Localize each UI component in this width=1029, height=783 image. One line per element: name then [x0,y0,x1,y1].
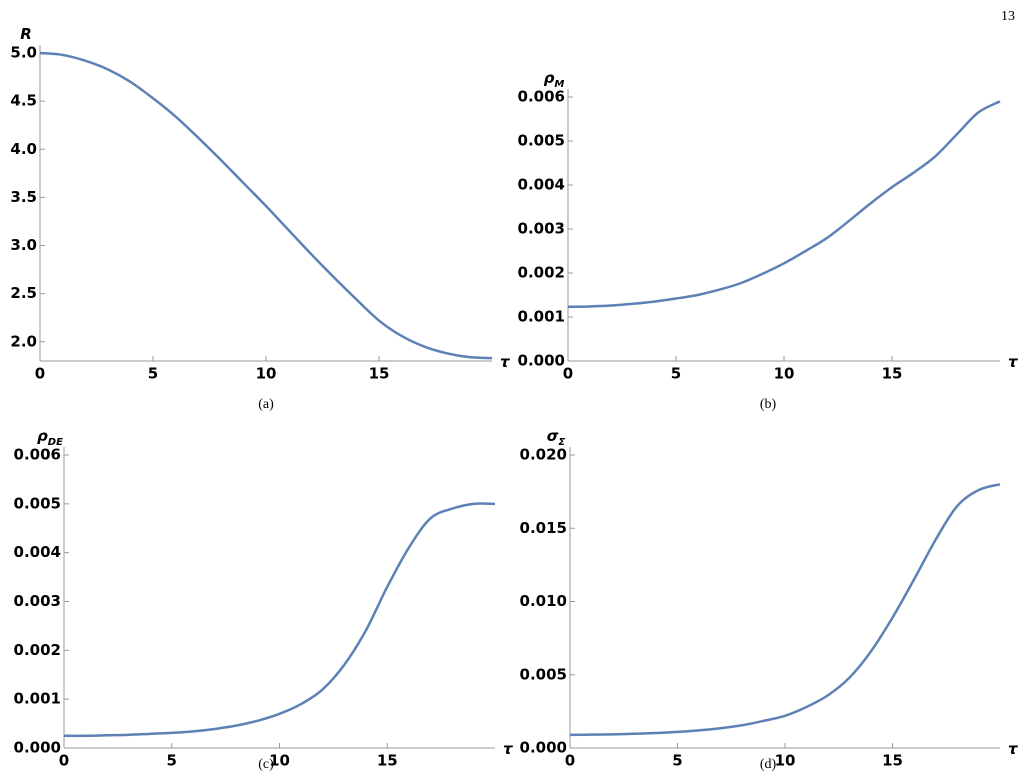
x-axis-label: τ [500,353,510,371]
y-tick-label: 0.004 [14,543,61,561]
y-tick-label: 0.001 [518,308,565,326]
x-tick-label: 0 [563,365,573,383]
x-tick-label: 10 [774,365,795,383]
y-tick-label: 0.002 [14,641,61,659]
y-tick-label: 0.015 [520,519,567,537]
data-line [39,51,493,360]
y-tick-label: 0.005 [518,132,565,150]
y-axis-label: R [20,25,32,43]
y-tick-label: 3.0 [10,236,37,254]
y-label-main: ρ [37,427,48,445]
page-number: 13 [1001,9,1015,24]
x-tick-label: 10 [269,752,290,770]
x-axis-label: τ [503,740,513,758]
y-tick-label: 0.006 [14,446,61,464]
data-line [567,100,1001,309]
x-axis-label: τ [1008,353,1018,371]
x-tick-label: 5 [671,365,681,383]
caption: (a) [258,397,274,412]
y-tick-label: 0.006 [518,88,565,106]
caption: (d) [760,757,777,772]
y-tick-label: 3.5 [10,188,37,206]
y-label-main: σ [547,427,559,445]
y-tick-label: 2.0 [10,332,37,350]
x-tick-label: 10 [775,752,796,770]
y-label-sub: Σ [558,437,565,448]
data-line [63,502,496,738]
y-tick-label: 0.003 [518,220,565,238]
y-tick-label: 0.000 [518,352,565,370]
y-tick-label: 0.010 [520,592,567,610]
x-tick-label: 15 [369,365,390,383]
x-axis-label: τ [1008,740,1018,758]
y-axis-label: ρDE [37,427,63,448]
y-label-main: ρ [544,69,555,87]
y-tick-label: 0.004 [518,176,565,194]
x-tick-label: 15 [882,752,903,770]
y-label-sub: DE [48,437,63,448]
data-line [569,483,1001,737]
y-label-sub: M [554,79,564,90]
y-label-main: R [20,25,32,43]
caption: (b) [760,397,777,412]
y-tick-label: 2.5 [10,284,37,302]
y-tick-label: 0.001 [14,690,61,708]
y-tick-label: 4.0 [10,140,37,158]
x-tick-label: 0 [35,365,45,383]
y-tick-label: 0.020 [520,446,567,464]
y-tick-label: 0.005 [520,665,567,683]
y-axis-label: σΣ [547,427,566,448]
y-tick-label: 0.003 [14,592,61,610]
x-tick-label: 15 [882,365,903,383]
y-axis-label: ρM [544,69,565,90]
caption: (c) [258,757,274,772]
x-tick-label: 5 [148,365,158,383]
y-tick-label: 0.005 [14,494,61,512]
x-tick-label: 10 [256,365,277,383]
x-tick-label: 15 [377,752,398,770]
y-tick-label: 0.002 [518,264,565,282]
x-tick-label: 0 [565,752,575,770]
x-tick-label: 0 [59,752,69,770]
y-tick-label: 4.5 [10,92,37,110]
x-tick-label: 5 [167,752,177,770]
y-tick-label: 5.0 [10,44,37,62]
y-tick-label: 0.000 [520,739,567,757]
y-tick-label: 0.000 [14,739,61,757]
x-tick-label: 5 [672,752,682,770]
